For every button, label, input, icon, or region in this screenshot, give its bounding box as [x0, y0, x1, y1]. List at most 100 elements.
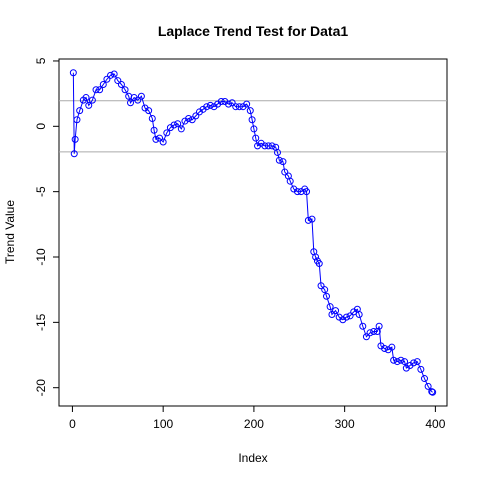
- data-point: [246, 107, 254, 115]
- data-point: [103, 75, 111, 83]
- x-tick-label: 100: [153, 417, 173, 431]
- data-point: [148, 114, 156, 122]
- data-point: [342, 313, 350, 321]
- data-point: [317, 282, 325, 290]
- data-point: [92, 86, 100, 94]
- y-tick-label: -10: [34, 248, 48, 266]
- data-point: [88, 96, 96, 104]
- data-point: [428, 388, 436, 396]
- data-point: [293, 188, 301, 196]
- data-point: [156, 134, 164, 142]
- data-point: [366, 329, 374, 337]
- data-point: [117, 80, 125, 88]
- data-point: [159, 138, 167, 146]
- data-point: [248, 116, 256, 124]
- data-point: [150, 126, 158, 134]
- data-point: [332, 307, 340, 315]
- data-point: [85, 101, 93, 109]
- chart-title: Laplace Trend Test for Data1: [158, 23, 349, 39]
- data-point: [375, 322, 383, 330]
- y-tick-label: -15: [34, 313, 48, 331]
- data-point: [321, 286, 329, 294]
- data-point: [170, 121, 178, 129]
- data-point: [96, 86, 104, 94]
- data-point: [235, 103, 243, 111]
- data-point: [328, 311, 336, 319]
- data-point: [243, 100, 251, 108]
- data-point: [281, 168, 289, 176]
- y-tick-label: 5: [34, 57, 48, 64]
- data-point: [424, 382, 432, 390]
- data-point: [185, 114, 193, 122]
- x-tick-label: 200: [244, 417, 264, 431]
- y-tick-label: 0: [34, 123, 48, 130]
- y-tick-label: -20: [34, 379, 48, 397]
- data-point: [417, 365, 425, 373]
- data-point: [304, 216, 312, 224]
- data-point: [134, 96, 142, 104]
- data-point: [370, 328, 378, 336]
- data-point: [70, 150, 78, 158]
- data-point: [188, 116, 196, 124]
- data-point: [232, 103, 240, 111]
- data-point: [429, 388, 437, 396]
- x-axis-label: Index: [238, 451, 267, 465]
- data-point: [410, 359, 418, 367]
- data-point: [312, 253, 320, 261]
- data-point: [177, 125, 185, 133]
- plot-box: [58, 58, 448, 407]
- data-point: [420, 375, 428, 383]
- data-point: [82, 94, 90, 102]
- data-point: [286, 177, 294, 185]
- data-point: [261, 142, 269, 150]
- data-point: [315, 260, 323, 268]
- data-point: [250, 125, 258, 133]
- data-point: [99, 80, 107, 88]
- data-point: [73, 116, 81, 124]
- data-point: [322, 292, 330, 300]
- data-point: [217, 97, 225, 105]
- data-point: [279, 158, 287, 166]
- data-point: [326, 303, 334, 311]
- data-point: [145, 107, 153, 115]
- data-point: [71, 135, 79, 143]
- data-point: [303, 188, 311, 196]
- y-axis-label: Trend Value: [3, 200, 17, 264]
- data-point: [174, 120, 182, 128]
- data-point: [206, 101, 214, 109]
- x-tick-label: 400: [425, 417, 445, 431]
- data-point: [163, 129, 171, 137]
- data-point: [362, 333, 370, 341]
- data-point: [121, 86, 129, 94]
- data-point: [264, 142, 272, 150]
- y-tick-label: -5: [34, 186, 48, 197]
- data-point: [388, 343, 396, 351]
- data-point: [152, 135, 160, 143]
- data-point: [397, 356, 405, 364]
- data-point: [110, 70, 118, 78]
- data-point: [252, 134, 260, 142]
- data-point: [381, 344, 389, 352]
- data-point: [69, 69, 77, 77]
- data-point: [127, 99, 135, 107]
- x-tick-label: 300: [335, 417, 355, 431]
- data-point: [137, 92, 145, 100]
- data-point: [308, 215, 316, 223]
- data-point: [393, 358, 401, 366]
- data-point: [76, 107, 84, 115]
- data-point: [359, 322, 367, 330]
- data-point: [114, 77, 122, 85]
- data-point: [107, 71, 115, 79]
- data-point: [390, 356, 398, 364]
- data-point: [273, 148, 281, 156]
- data-point: [192, 112, 200, 120]
- data-point: [346, 312, 354, 320]
- data-point: [401, 358, 409, 366]
- data-point: [355, 311, 363, 319]
- x-tick-label: 0: [69, 417, 76, 431]
- data-point: [225, 100, 233, 108]
- data-point: [228, 99, 236, 107]
- data-point: [268, 142, 276, 150]
